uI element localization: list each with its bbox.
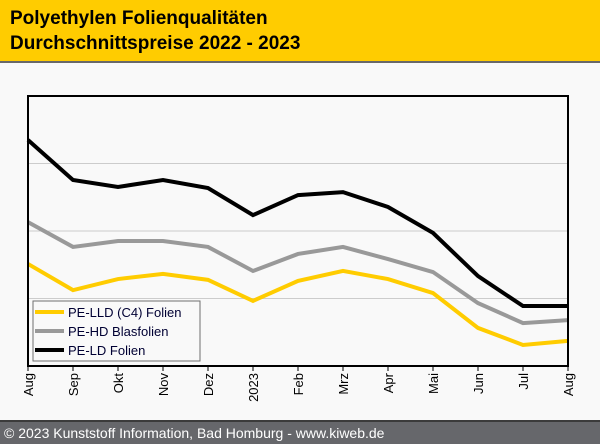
x-tick-label: Jun	[471, 373, 486, 394]
x-tick-label: Aug	[561, 373, 576, 396]
legend-label-pe-ld: PE-LD Folien	[68, 343, 145, 358]
legend: PE-LLD (C4) Folien PE-HD Blasfolien PE-L…	[32, 300, 201, 362]
legend-label-pe-lld: PE-LLD (C4) Folien	[68, 305, 181, 320]
copyright-text: © 2023 Kunststoff Information, Bad Hombu…	[4, 425, 385, 441]
chart-header: Polyethylen Folienqualitäten Durchschnit…	[0, 0, 600, 63]
series-line-pe-lld-c4-folien	[26, 262, 569, 347]
x-tick-label: Mai	[426, 373, 441, 394]
copyright-footer: © 2023 Kunststoff Information, Bad Hombu…	[0, 420, 600, 444]
series-line-pe-ld-folien	[26, 138, 568, 309]
x-tick-label: Apr	[381, 372, 396, 393]
x-tick-label: Nov	[156, 373, 171, 397]
series-lines	[26, 138, 569, 347]
chart-title-line1: Polyethylen Folienqualitäten	[10, 8, 268, 29]
gridlines	[28, 163, 568, 299]
legend-label-pe-hd: PE-HD Blasfolien	[68, 324, 168, 339]
x-tick-label: Aug	[21, 373, 36, 396]
x-tick-label: Mrz	[336, 373, 351, 395]
x-axis: Aug Sep Okt Nov Dez 2023 Feb Mrz Apr Mai Jun Jul Aug	[21, 366, 576, 402]
x-tick-label: Okt	[111, 373, 126, 394]
x-tick-label: Feb	[291, 373, 306, 395]
x-tick-label: 2023	[246, 373, 261, 402]
x-tick-label: Dez	[201, 373, 216, 396]
x-tick-label: Jul	[516, 373, 531, 390]
chart-title-line2: Durchschnittspreise 2022 - 2023	[10, 33, 301, 54]
series-line-pe-hd-blasfolien	[27, 220, 569, 326]
x-tick-label: Sep	[66, 373, 81, 396]
